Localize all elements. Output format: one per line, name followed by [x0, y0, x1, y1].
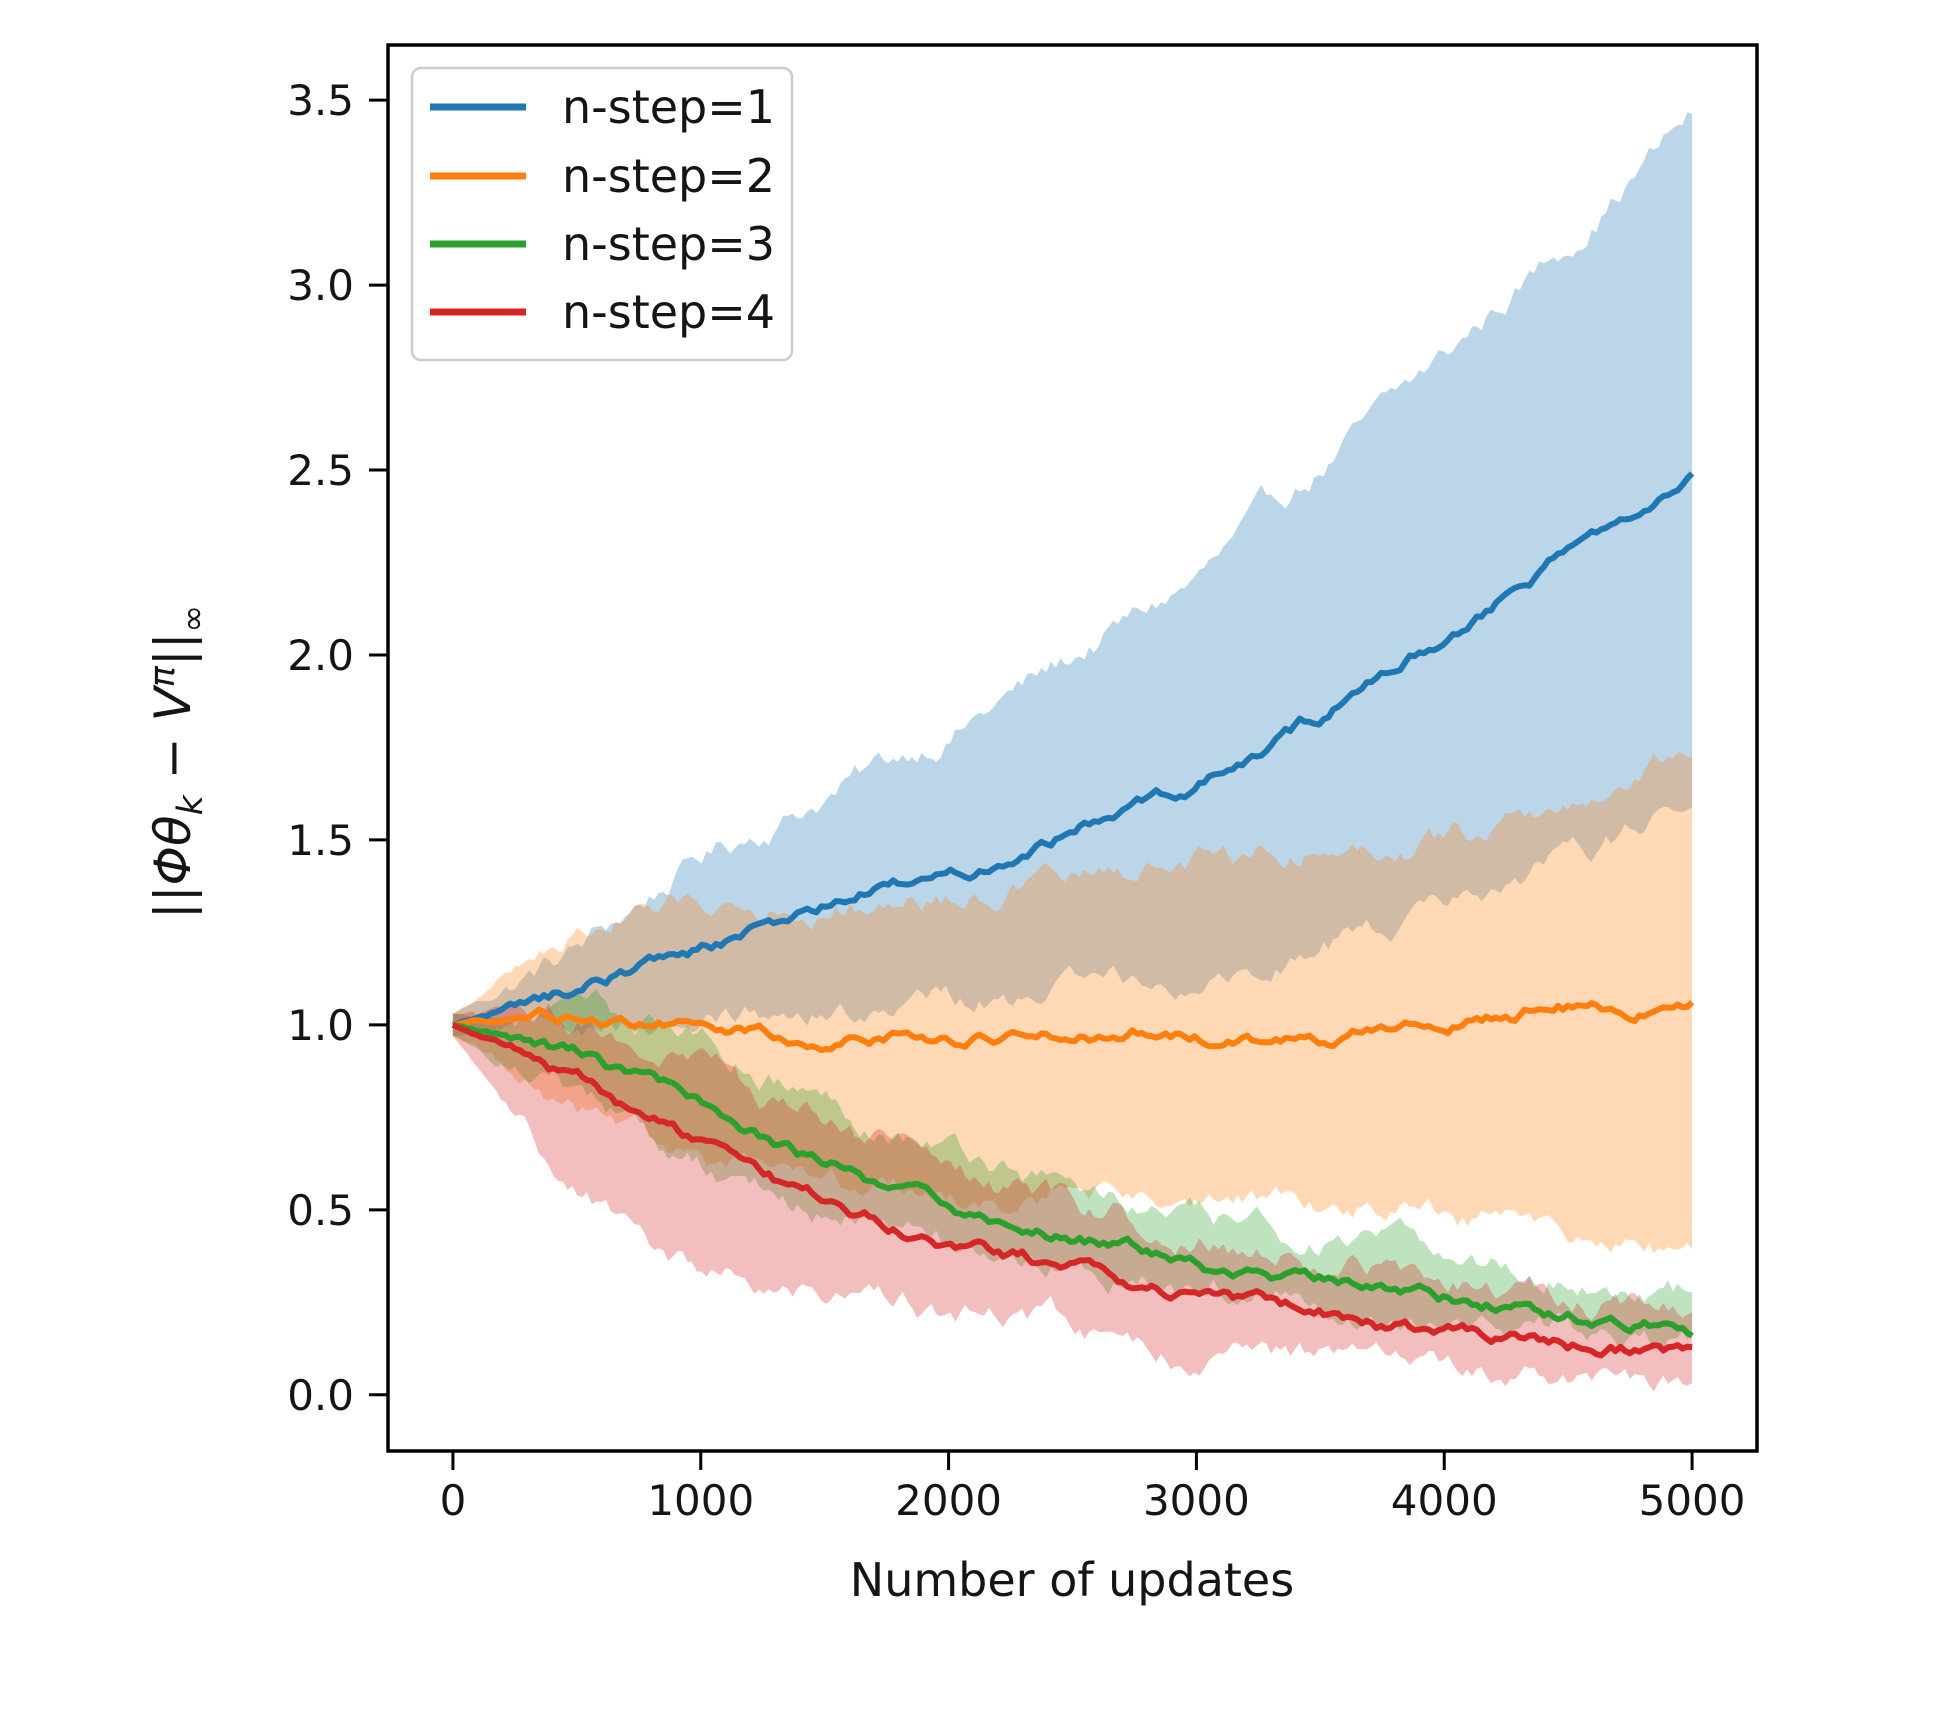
y-tick-label: 2.0: [287, 631, 354, 680]
legend: n-step=1 n-step=2 n-step=3 n-step=4: [410, 66, 794, 362]
line-n-step=2: [452, 1000, 1695, 1054]
y-tick-label: 0.5: [287, 1186, 354, 1235]
y-axis-ticks: 0.0 0.5 1.0 1.5 2.0 2.5 3.0 3.5: [287, 76, 388, 1420]
x-tick-label: 3000: [1143, 1476, 1250, 1525]
band-n-step=4: [452, 1000, 1693, 1392]
y-tick-label: 0.0: [287, 1371, 354, 1420]
plot-frame: [386, 43, 1759, 1453]
line-n-step=3: [452, 1021, 1694, 1339]
legend-label-nstep2: n-step=2: [562, 149, 775, 203]
y-tick-label: 1.0: [287, 1001, 354, 1050]
x-axis-ticks: 0 1000 2000 3000 4000 5000: [440, 1451, 1746, 1525]
y-tick-label: 1.5: [287, 816, 354, 865]
line-n-step=1: [452, 471, 1695, 1028]
y-axis-label: ||Φθk − Vπ||∞: [143, 605, 212, 919]
legend-label-nstep4: n-step=4: [562, 285, 775, 339]
legend-label-nstep1: n-step=1: [562, 80, 775, 134]
x-tick-label: 5000: [1639, 1476, 1746, 1525]
series-lines: [451, 471, 1695, 1359]
x-tick-label: 4000: [1391, 1476, 1498, 1525]
line-n-step=4: [451, 1022, 1693, 1359]
legend-label-nstep3: n-step=3: [562, 217, 775, 271]
confidence-bands: [452, 112, 1693, 1392]
legend-box: [410, 66, 794, 362]
x-axis-label: Number of updates: [850, 1553, 1294, 1607]
y-tick-label: 2.5: [287, 446, 354, 495]
y-tick-label: 3.0: [287, 261, 354, 310]
y-tick-label: 3.5: [287, 76, 354, 125]
x-tick-label: 2000: [895, 1476, 1002, 1525]
band-n-step=1: [452, 112, 1693, 1037]
x-tick-label: 1000: [647, 1476, 754, 1525]
band-n-step=2: [452, 752, 1693, 1254]
band-n-step=3: [452, 989, 1693, 1351]
x-tick-label: 0: [440, 1476, 467, 1525]
